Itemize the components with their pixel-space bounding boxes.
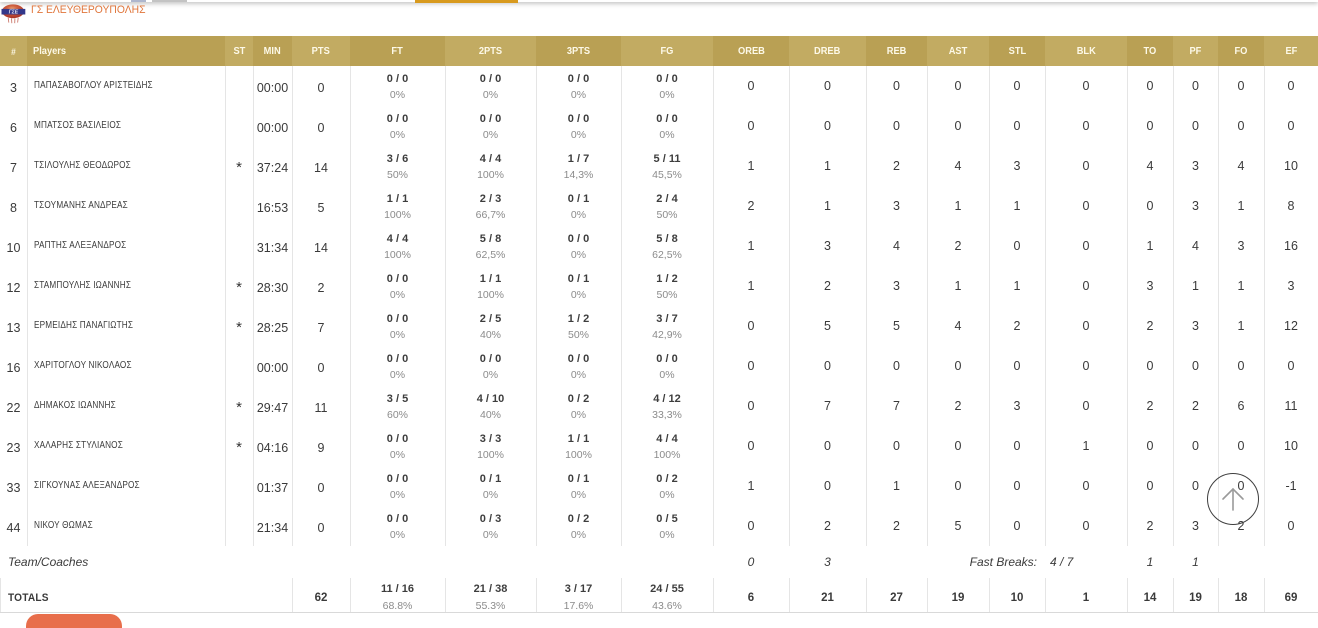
svg-text:ΓΣΕ: ΓΣΕ <box>9 9 19 15</box>
